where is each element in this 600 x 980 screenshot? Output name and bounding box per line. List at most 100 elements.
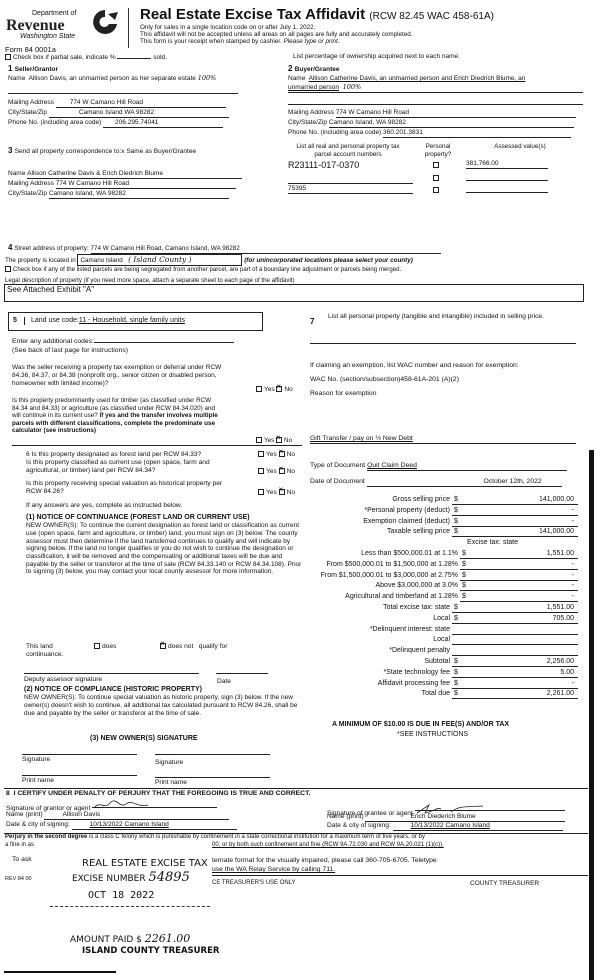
yes-checkbox[interactable]	[258, 489, 264, 496]
legal-description-box[interactable]: See Attached Exhibit "A"	[4, 284, 584, 302]
yes-label: Yes	[264, 437, 275, 444]
county-select[interactable]: Camano Island ( Island County )	[77, 254, 243, 266]
tax-row-field[interactable]	[452, 636, 578, 646]
tax-row-label: Local	[433, 636, 450, 644]
personal-property-checkbox[interactable]	[433, 162, 439, 169]
yes-checkbox[interactable]	[256, 437, 262, 444]
grantor-date-label: Date & city of signing:	[6, 821, 70, 828]
grantee-signature[interactable]	[414, 803, 565, 814]
tax-row-field[interactable]: $ -	[460, 572, 578, 581]
doc-type[interactable]: Quit Claim Deed	[367, 462, 417, 469]
reason-value[interactable]: Gift Transfer / pay on ½ New Debt	[310, 435, 413, 442]
corr-mailing[interactable]: 774 W Camano Hill Road	[55, 180, 236, 189]
partial-percent-field[interactable]	[117, 58, 152, 59]
buyer-mailing[interactable]: 774 W Camano Hill Road	[335, 109, 576, 118]
tax-row-field[interactable]: $ -	[460, 582, 578, 592]
doc-date[interactable]: October 12th, 2022	[366, 478, 562, 488]
pp-field-line[interactable]	[310, 343, 576, 344]
buyer-name-1[interactable]: Allison Catherine Davis, an unmarried pe…	[308, 75, 526, 82]
deputy-date-label: Date	[217, 678, 231, 685]
does-not-checkbox[interactable]	[160, 640, 166, 650]
footer-line	[212, 875, 588, 876]
yes-checkbox[interactable]	[256, 386, 262, 393]
tax-row-field[interactable]: $705.00	[452, 615, 578, 624]
ask-right-2: use the WA Relay Service by calling 711.	[212, 866, 336, 873]
dollar-sign: $	[462, 550, 466, 557]
owner-signature-line-1[interactable]	[22, 754, 137, 755]
parcel-number[interactable]	[288, 176, 413, 184]
personal-property-checkbox[interactable]	[433, 187, 439, 194]
tax-row-field[interactable]: $1,551.00	[460, 550, 578, 559]
seller-phone[interactable]: 206.295.74041	[103, 119, 224, 128]
does-not-label: does not	[168, 643, 194, 650]
no-checkbox[interactable]	[278, 465, 285, 475]
tax-row-field[interactable]: $141,000.00	[452, 528, 578, 538]
yes-label: Yes	[266, 451, 277, 458]
does-checkbox[interactable]	[94, 643, 100, 650]
tax-row: Agricultural and timberland at 1.28% $ -	[300, 593, 578, 603]
grantor-name-label: Name (print)	[6, 811, 43, 818]
owner-signature-line-2[interactable]	[155, 754, 270, 755]
street-address[interactable]: 774 W Camano Hill Road, Camano Island, W…	[90, 245, 441, 254]
corr-name[interactable]: Allison Catherine Davis & Erich Diedrich…	[27, 170, 243, 179]
grantor-signature[interactable]	[92, 800, 218, 809]
no-checkbox[interactable]	[278, 486, 285, 496]
buyer-city[interactable]: Camano Island, WA 98282	[328, 119, 574, 128]
wac-number[interactable]: 458-61A-201 (A)(2)	[400, 376, 459, 383]
tax-row-field[interactable]: $ -	[452, 518, 578, 527]
no-checkbox[interactable]	[276, 383, 283, 393]
assessed-value[interactable]	[466, 173, 548, 181]
tax-row-field[interactable]: $ -	[460, 593, 578, 603]
seller-city-label: City/State/Zip	[8, 109, 48, 116]
tax-row-label: Total due	[421, 690, 450, 698]
assessed-value[interactable]	[466, 185, 548, 193]
tax-row-field[interactable]: $1,551.00	[452, 604, 578, 613]
yes-checkbox[interactable]	[258, 468, 264, 475]
wac-row: WAC No. (section/subsection)458-61A-201 …	[310, 376, 459, 384]
tax-row-field[interactable]: $2,256.00	[452, 658, 578, 667]
personal-property-checkbox[interactable]	[433, 175, 439, 182]
seller-name[interactable]: Allison Davis, an unmarried person as he…	[28, 75, 196, 82]
owner-print-line-2[interactable]	[155, 777, 270, 778]
additional-codes-field[interactable]	[94, 342, 234, 343]
rev-number: REV 84 00	[5, 876, 32, 882]
stamp-amount-label: AMOUNT PAID $	[70, 935, 142, 945]
logo-name: Revenue	[6, 17, 65, 34]
right-edge-border	[589, 450, 594, 980]
stamp-excise-label: EXCISE NUMBER	[72, 874, 146, 884]
seller-mailing-row: Mailing Address 774 W Camano Hill Road	[8, 99, 226, 108]
tax-row-field[interactable]: $ -	[452, 507, 578, 516]
tax-row-label: Local	[433, 614, 450, 622]
land-use-code[interactable]: 11 - Household, single family units	[78, 317, 185, 324]
buyer-name-2[interactable]: unmarried person	[288, 84, 339, 91]
seller-mailing[interactable]: 774 W Camano Hill Road	[55, 99, 226, 108]
tax-row-field[interactable]	[452, 626, 578, 635]
no-checkbox[interactable]	[276, 434, 283, 444]
yes-checkbox[interactable]	[258, 451, 264, 458]
seller-city[interactable]: Camano Island WA 98282	[48, 109, 229, 118]
partial-sale-checkbox[interactable]	[5, 54, 11, 61]
tax-row-field[interactable]	[452, 647, 578, 657]
parcel-number[interactable]: 75395	[288, 185, 413, 194]
grantee-name[interactable]: Erich Diederich Blume	[365, 813, 566, 822]
no-checkbox[interactable]	[278, 448, 285, 458]
tax-row-field[interactable]: $ -	[452, 680, 578, 689]
grantor-date[interactable]: 10/13/2022 Camano Island	[71, 821, 237, 830]
owner-print-line-1[interactable]	[22, 775, 137, 776]
tax-row-field[interactable]: $2,261.00	[452, 690, 578, 700]
grantor-name[interactable]: Allison Davis	[44, 811, 230, 820]
dollar-sign: $	[454, 614, 458, 622]
assessed-value[interactable]: 381,766.00	[466, 160, 548, 169]
yes-label: Yes	[266, 468, 277, 475]
grantee-date[interactable]: 10/13/2022 Camano Island	[392, 822, 563, 831]
no-label: No	[286, 451, 296, 458]
tax-row-value: 705.00	[552, 614, 574, 622]
segregated-checkbox[interactable]	[5, 266, 11, 273]
tax-row-field[interactable]: $ -	[460, 561, 578, 570]
parcel-number[interactable]: R23111-017-0370	[288, 160, 360, 170]
if-yes-note: If any answers are yes, complete as inst…	[26, 502, 183, 509]
tax-row-field[interactable]: $5.00	[452, 669, 578, 678]
buyer-phone[interactable]: 360.201.3831	[383, 129, 572, 138]
tax-row-field[interactable]: $141,000.00	[452, 496, 578, 505]
corr-city[interactable]: Camano Island, WA 98282	[48, 190, 229, 199]
